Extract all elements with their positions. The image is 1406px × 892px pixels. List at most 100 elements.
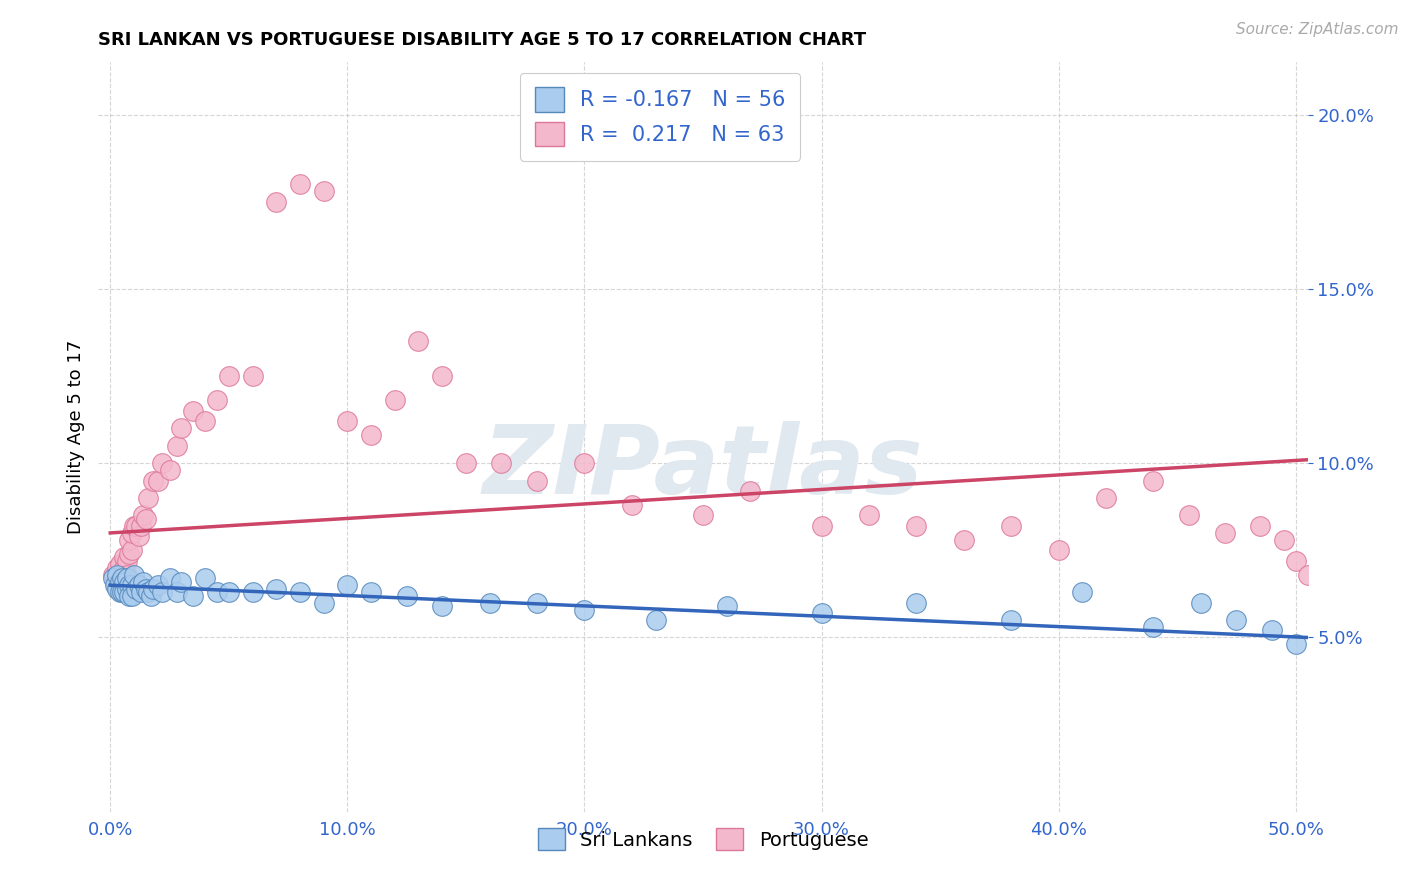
Point <box>1071 585 1094 599</box>
Point <box>125 519 148 533</box>
Point <box>1285 554 1308 568</box>
Point <box>170 421 193 435</box>
Point <box>108 558 131 572</box>
Point <box>111 571 134 585</box>
Point <box>152 585 174 599</box>
Point <box>1261 624 1284 638</box>
Point <box>218 585 240 599</box>
Point <box>1285 637 1308 651</box>
Point <box>620 498 643 512</box>
Point <box>108 578 131 592</box>
Point <box>114 561 136 575</box>
Point <box>115 571 138 585</box>
Point <box>1189 596 1212 610</box>
Point <box>129 585 152 599</box>
Point <box>121 578 143 592</box>
Point <box>108 574 131 589</box>
Point <box>264 582 287 596</box>
Point <box>118 578 141 592</box>
Point <box>122 567 145 582</box>
Point <box>135 582 157 596</box>
Point <box>242 369 264 384</box>
Point <box>312 596 335 610</box>
Point <box>104 574 127 589</box>
Point <box>181 404 204 418</box>
Point <box>644 613 666 627</box>
Point <box>132 508 155 523</box>
Point <box>288 585 311 599</box>
Point <box>159 571 181 585</box>
Point <box>105 561 128 575</box>
Point <box>1296 567 1319 582</box>
Point <box>125 582 148 596</box>
Point <box>194 571 217 585</box>
Point <box>101 567 124 582</box>
Point <box>692 508 714 523</box>
Point <box>478 596 501 610</box>
Point <box>128 578 150 592</box>
Point <box>264 194 287 209</box>
Point <box>218 369 240 384</box>
Point <box>1249 519 1271 533</box>
Point <box>716 599 738 613</box>
Point <box>139 589 162 603</box>
Point <box>205 393 228 408</box>
Point <box>115 567 138 582</box>
Point <box>146 474 169 488</box>
Text: ZIPatlas: ZIPatlas <box>482 420 924 514</box>
Point <box>454 456 477 470</box>
Point <box>1000 519 1022 533</box>
Point <box>101 571 124 585</box>
Point <box>1213 525 1236 540</box>
Point <box>526 474 548 488</box>
Point <box>121 543 143 558</box>
Legend: Sri Lankans, Portuguese: Sri Lankans, Portuguese <box>530 820 876 858</box>
Point <box>336 578 359 592</box>
Point <box>136 585 159 599</box>
Point <box>1272 533 1295 547</box>
Point <box>360 585 382 599</box>
Point <box>128 529 150 543</box>
Point <box>159 463 181 477</box>
Point <box>408 334 430 349</box>
Point <box>432 599 454 613</box>
Point <box>146 578 169 592</box>
Point <box>810 519 832 533</box>
Point <box>1142 474 1164 488</box>
Point <box>1047 543 1070 558</box>
Point <box>491 456 513 470</box>
Point <box>121 525 143 540</box>
Point <box>114 585 136 599</box>
Point <box>142 582 165 596</box>
Point <box>152 456 174 470</box>
Point <box>574 602 596 616</box>
Point <box>132 574 155 589</box>
Point <box>114 574 136 589</box>
Point <box>129 519 152 533</box>
Point <box>384 393 406 408</box>
Point <box>312 185 335 199</box>
Point <box>108 585 131 599</box>
Point <box>111 574 134 589</box>
Point <box>118 589 141 603</box>
Point <box>105 571 128 585</box>
Point <box>170 574 193 589</box>
Point <box>135 512 157 526</box>
Point <box>118 547 141 561</box>
Point <box>194 414 217 428</box>
Point <box>142 474 165 488</box>
Point <box>858 508 880 523</box>
Point <box>105 582 128 596</box>
Text: Source: ZipAtlas.com: Source: ZipAtlas.com <box>1236 22 1399 37</box>
Point <box>905 596 928 610</box>
Point <box>952 533 974 547</box>
Point <box>122 519 145 533</box>
Point <box>105 567 128 582</box>
Point <box>395 589 418 603</box>
Point <box>111 567 134 582</box>
Point <box>574 456 596 470</box>
Point <box>136 491 159 505</box>
Point <box>336 414 359 428</box>
Point <box>1178 508 1201 523</box>
Point <box>1142 620 1164 634</box>
